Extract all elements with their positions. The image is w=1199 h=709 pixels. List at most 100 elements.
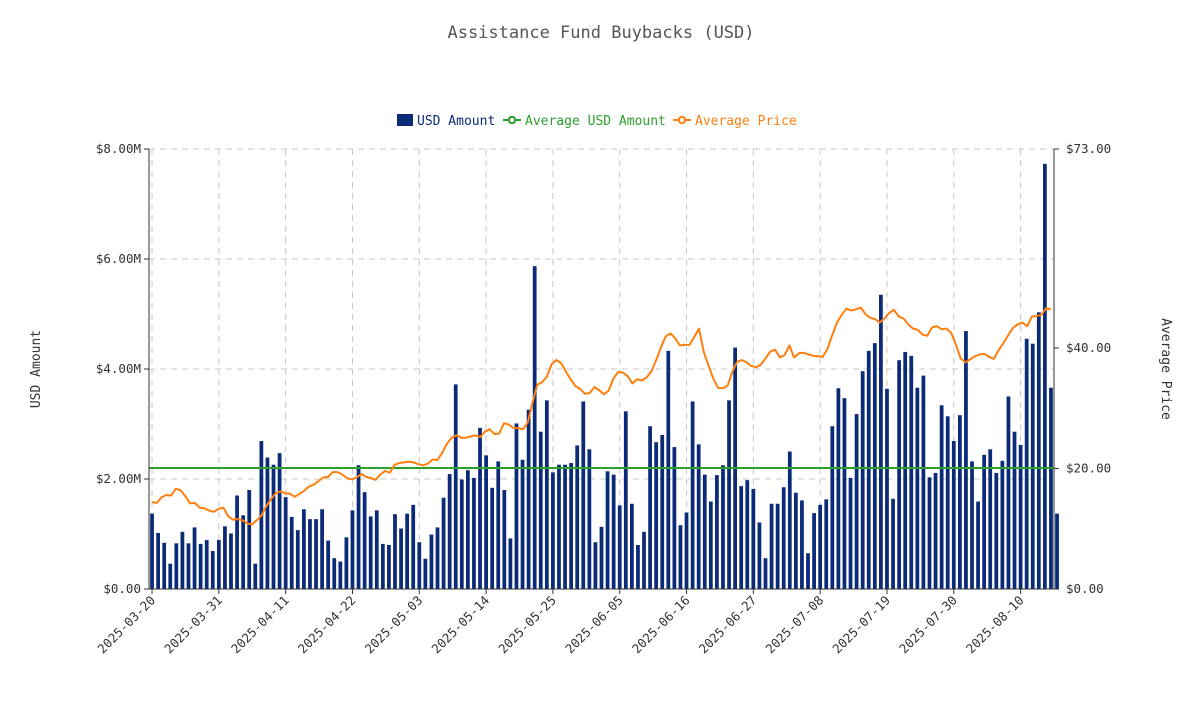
bar [848,477,853,589]
bar [654,442,659,589]
x-tick-label: 2025-07-08 [762,593,826,657]
y-tick-label: $4.00M [96,361,141,376]
bar [478,427,482,589]
bar [769,503,774,589]
bar [569,463,574,589]
y2-tick-label: $20.00 [1066,460,1111,475]
bar [447,474,452,589]
bar [781,487,786,589]
y2-axis-ticks: $0.00 $20.00 $40.00 $73.00 [1054,141,1111,596]
bar [636,545,640,589]
bar [903,351,908,589]
bar [435,527,440,589]
bar [235,495,239,589]
bar [532,266,537,589]
bar [885,388,889,589]
bar [824,499,829,589]
bar [247,490,252,589]
y-axis-title: USD Amount [29,330,44,408]
bar [156,532,160,589]
bar [951,441,956,589]
x-tick-label: 2025-06-16 [629,593,693,657]
bar [860,371,865,589]
bar [223,526,227,589]
x-tick-label: 2025-03-20 [94,593,158,657]
bar [611,474,616,589]
bar [520,459,525,589]
y2-tick-label: $0.00 [1066,581,1104,596]
bar [721,465,725,589]
bar [970,461,974,589]
bar [405,513,410,589]
bar [666,350,671,589]
bar [295,530,300,589]
bar [921,375,926,589]
bar [380,543,385,589]
x-tick-label: 2025-07-19 [829,593,893,657]
bar [751,488,756,589]
y-tick-label: $2.00M [96,471,141,486]
legend-usd-amount-label: USD Amount [417,114,495,129]
bar [599,526,604,589]
bar [502,490,507,589]
x-tick-label: 2025-08-10 [963,593,1027,657]
x-tick-label: 2025-04-11 [228,593,292,657]
bar [174,543,179,589]
bar [441,497,446,589]
bar [277,453,282,589]
bar [842,398,847,589]
bar [629,503,634,589]
bar [344,537,349,589]
bar [866,350,871,589]
bar [496,461,501,589]
bar [739,486,744,589]
x-tick-label: 2025-06-05 [562,593,626,657]
bar [757,522,762,589]
bar [465,470,470,589]
bar [1055,513,1059,589]
bar [964,331,968,589]
x-tick-label: 2025-05-25 [495,593,559,657]
bar [374,510,379,589]
bar [484,455,488,589]
bar [265,457,270,589]
legend-average-price-marker [677,115,687,125]
bar [314,519,318,589]
bar [356,465,361,589]
bar [283,497,288,589]
bar [587,449,592,589]
bar [417,542,422,589]
bar [593,542,598,589]
bar [162,542,167,589]
bar [168,563,173,589]
x-tick-label: 2025-05-03 [362,593,426,657]
bar [891,498,895,589]
bar [684,512,689,589]
bar [702,474,707,589]
bar [648,426,652,589]
bar [198,543,203,589]
y2-tick-label: $40.00 [1066,340,1111,355]
bar [982,454,987,589]
bar [1024,338,1029,589]
bar [241,515,246,589]
bar [581,401,586,589]
bar [945,416,950,589]
average-price-line [151,306,1052,526]
bar [605,471,610,589]
bar [812,513,816,589]
bar [708,501,713,589]
legend-usd-amount-swatch [397,114,413,126]
bar [271,464,276,589]
bar [800,500,804,589]
x-tick-label: 2025-05-14 [428,593,492,657]
bar [775,503,780,589]
bar-series [150,163,1059,589]
bar [544,400,549,589]
bar [289,516,294,589]
bar [387,545,391,589]
bar [690,401,695,589]
bar [308,519,312,589]
bar [830,426,835,589]
